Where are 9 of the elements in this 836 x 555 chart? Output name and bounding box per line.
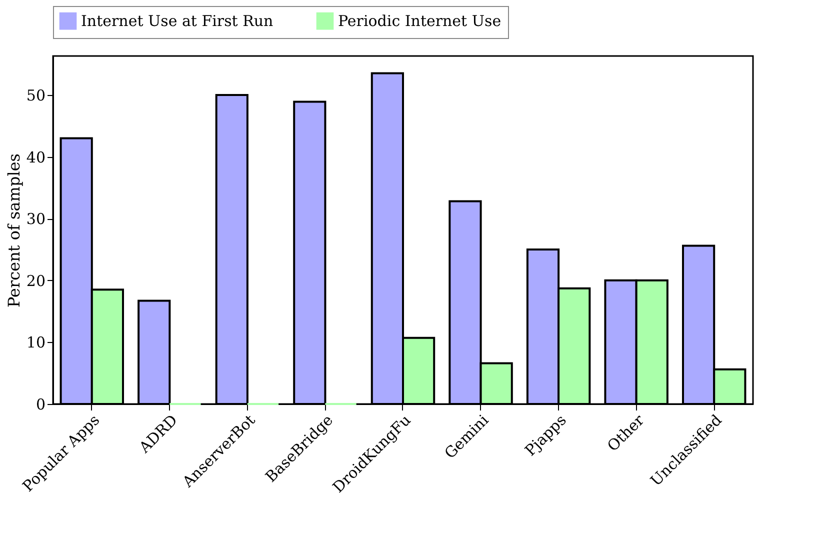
legend-label: Internet Use at First Run [81, 12, 274, 30]
y-tick-label: 10 [26, 334, 46, 352]
y-tick-label: 20 [26, 272, 46, 290]
y-tick-label: 0 [36, 396, 46, 414]
legend-label: Periodic Internet Use [338, 12, 502, 30]
y-tick-label: 40 [26, 148, 46, 166]
y-tick-label: 30 [26, 210, 46, 228]
y-tick-label: 50 [26, 86, 46, 104]
y-axis-title: Percent of samples [4, 153, 24, 308]
